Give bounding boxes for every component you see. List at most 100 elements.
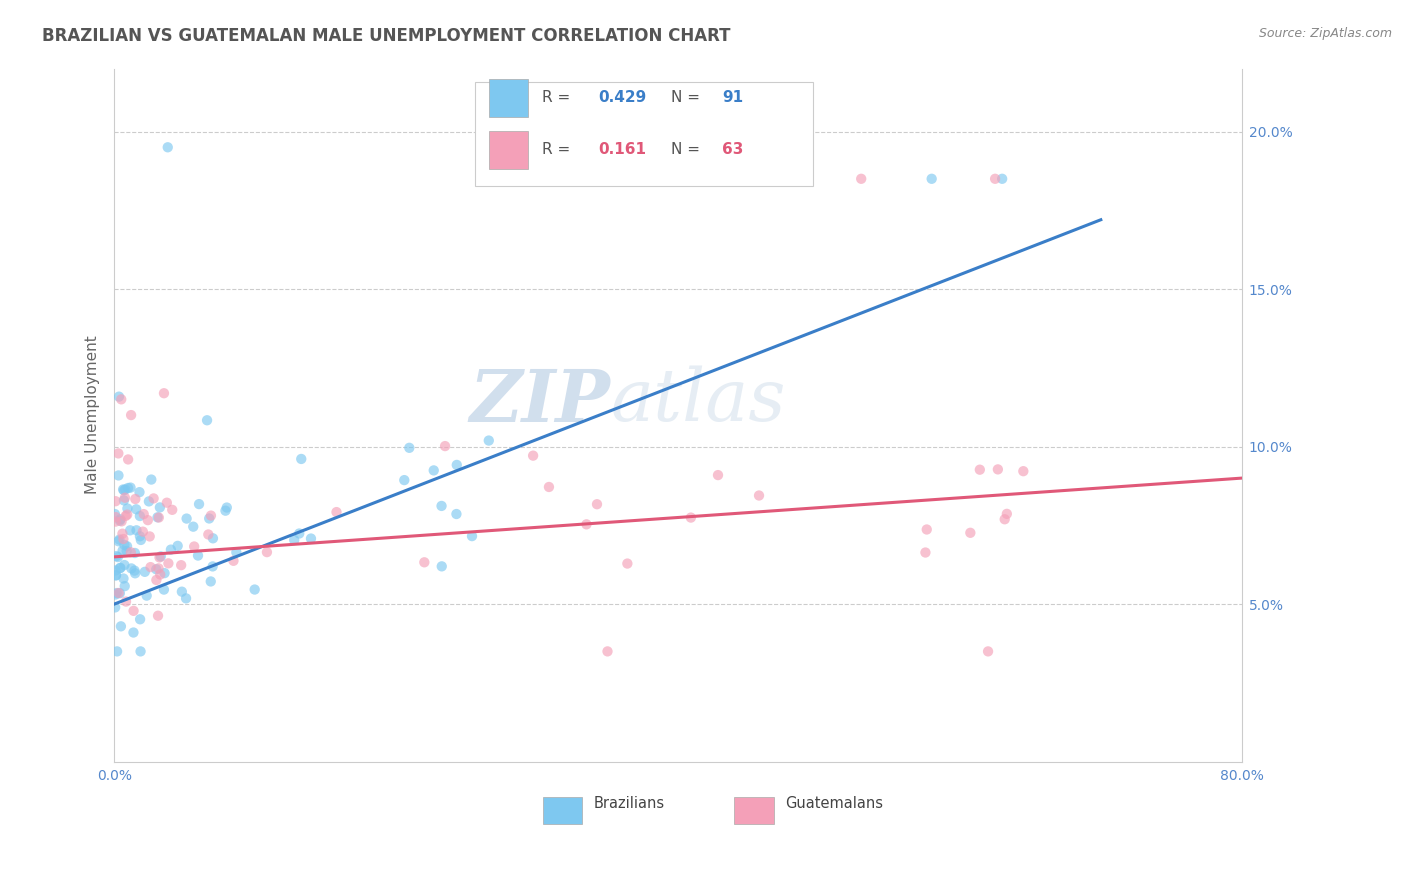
Point [707,468,730,483]
Text: 63: 63 [721,143,744,158]
Point [288,526,311,541]
Point [125,502,148,516]
Point [115,539,138,553]
Point [134,565,156,579]
Point [112,532,135,546]
Point [105,568,128,582]
Point [325,505,347,519]
Point [200,574,222,589]
Point [434,439,457,453]
Y-axis label: Male Unemployment: Male Unemployment [86,335,100,494]
FancyBboxPatch shape [488,131,529,169]
Point [256,545,278,559]
Point [117,501,139,516]
Point [987,462,1010,476]
Point [120,561,142,575]
Point [422,463,444,477]
Text: N =: N = [671,90,700,105]
Point [394,473,416,487]
Point [398,441,420,455]
Point [146,510,169,524]
Point [110,619,132,633]
Point [124,564,146,578]
Point [120,481,142,495]
Point [112,493,135,508]
Point [430,499,453,513]
Point [153,386,176,401]
Point [117,452,139,467]
Point [197,527,219,541]
Point [142,491,165,506]
Point [537,480,560,494]
Point [198,511,221,525]
Point [108,561,131,575]
Point [129,612,152,626]
Point [105,644,128,658]
Point [166,539,188,553]
Text: 0.429: 0.429 [598,90,647,105]
Point [107,468,129,483]
Point [120,408,142,422]
Point [111,543,134,558]
Point [112,558,135,572]
Point [104,600,127,615]
Point [114,508,136,523]
Point [160,542,183,557]
Point [139,560,162,574]
Text: BRAZILIAN VS GUATEMALAN MALE UNEMPLOYMENT CORRELATION CHART: BRAZILIAN VS GUATEMALAN MALE UNEMPLOYMEN… [42,27,731,45]
Point [122,604,145,618]
Point [128,508,150,523]
Point [115,594,138,608]
Point [170,584,193,599]
Point [283,533,305,547]
Point [446,458,468,472]
Point [969,463,991,477]
Point [461,529,484,543]
Point [995,507,1018,521]
Point [112,483,135,497]
Point [181,519,204,533]
Point [104,507,127,521]
Point [135,589,157,603]
Point [148,561,170,575]
Point [991,171,1014,186]
Text: 0.161: 0.161 [598,143,645,158]
Point [110,514,132,528]
Point [176,511,198,525]
Point [112,572,135,586]
Point [104,563,127,577]
Point [107,446,129,460]
Point [124,546,146,560]
Point [110,512,132,526]
Text: Brazilians: Brazilians [593,796,665,811]
Point [430,559,453,574]
Point [110,392,132,407]
Point [200,508,222,523]
Point [851,171,873,186]
Point [115,508,138,522]
Point [959,525,981,540]
Point [105,549,128,563]
Point [132,507,155,521]
Point [575,517,598,532]
Point [188,497,211,511]
Point [290,452,312,467]
Point [446,507,468,521]
Point [112,538,135,552]
Point [138,494,160,508]
Point [215,500,238,515]
Point [153,566,176,581]
Point [120,545,142,559]
FancyBboxPatch shape [475,82,813,186]
Point [114,579,136,593]
Point [149,567,172,582]
Point [114,483,136,497]
Point [148,550,170,565]
Point [413,555,436,569]
Point [522,449,544,463]
Point [157,557,180,571]
Point [915,523,938,537]
FancyBboxPatch shape [734,797,773,824]
Point [679,510,702,524]
Point [478,434,501,448]
